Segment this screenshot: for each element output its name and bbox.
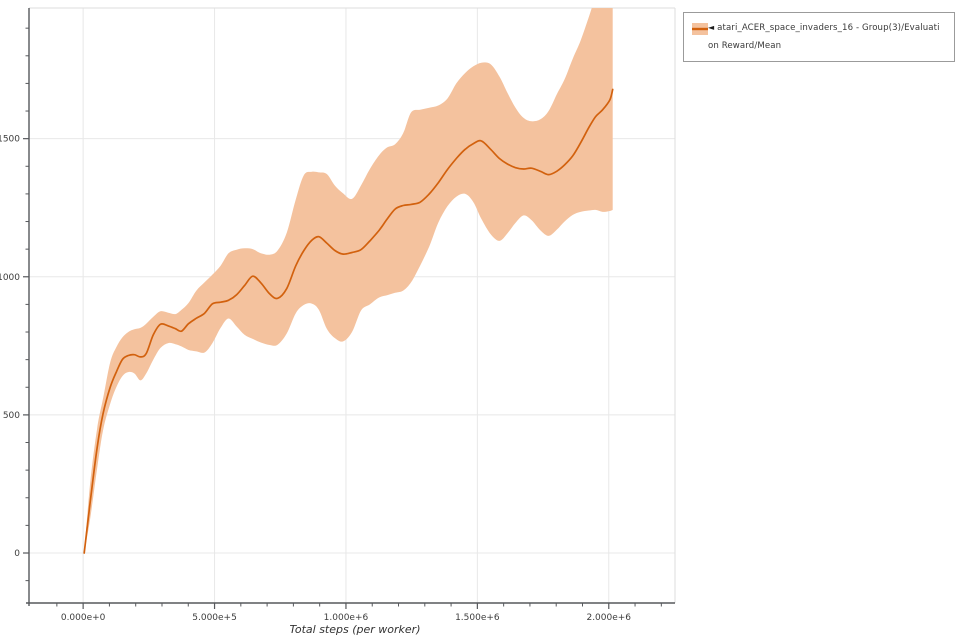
svg-text:0.000e+0: 0.000e+0 [61, 613, 106, 623]
legend-item[interactable]: ◄ atari_ACER_space_invaders_16 - Group(3… [684, 13, 954, 61]
legend-label-line2: on Reward/Mean [708, 41, 782, 51]
legend-label: ◄ atari_ACER_space_invaders_16 - Group(3… [708, 19, 950, 55]
svg-text:1000: 1000 [0, 273, 20, 283]
svg-text:1.000e+6: 1.000e+6 [324, 613, 369, 623]
svg-text:1.500e+6: 1.500e+6 [455, 613, 500, 623]
svg-text:5.000e+5: 5.000e+5 [192, 613, 237, 623]
svg-text:0: 0 [14, 549, 20, 559]
legend-label-line1: atari_ACER_space_invaders_16 - Group(3)/… [717, 23, 940, 33]
svg-text:500: 500 [3, 411, 20, 421]
x-axis-label: Total steps (per worker) [289, 623, 421, 636]
legend: ◄ atari_ACER_space_invaders_16 - Group(3… [683, 12, 955, 62]
svg-text:1500: 1500 [0, 135, 20, 145]
series-swatch-icon [692, 23, 708, 35]
svg-text:2.000e+6: 2.000e+6 [586, 613, 631, 623]
collapse-triangle-icon: ◄ [708, 23, 715, 32]
